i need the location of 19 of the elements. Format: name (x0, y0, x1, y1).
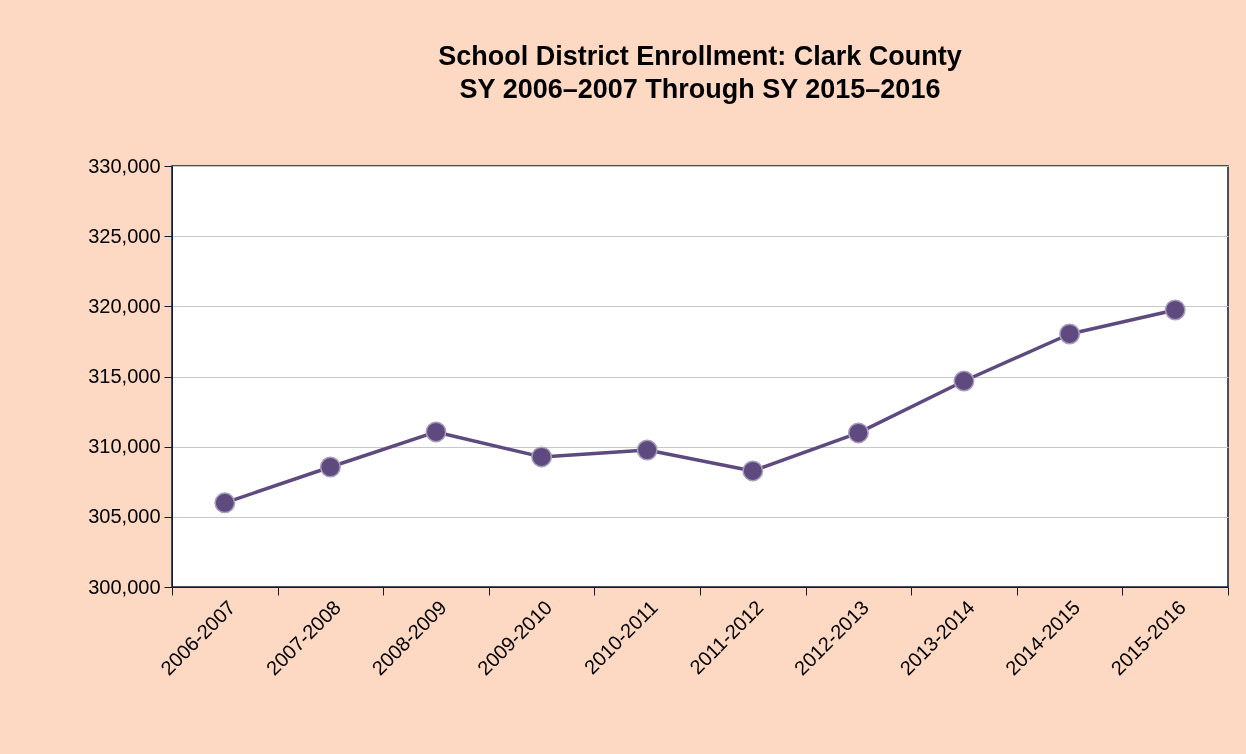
point (742, 460, 764, 482)
point (1164, 299, 1186, 321)
chart-subtitle: SY 2006–2007 Through SY 2015–2016 (459, 74, 941, 104)
point (319, 456, 341, 478)
point (636, 439, 658, 461)
point (531, 446, 553, 468)
point (953, 370, 975, 392)
point (847, 422, 869, 444)
y-tick-label: 305,000 (88, 505, 161, 528)
point (1059, 323, 1081, 345)
y-tick-label: 310,000 (88, 435, 161, 458)
y-tick-label: 300,000 (88, 575, 161, 598)
y-tick-label: 315,000 (88, 365, 161, 387)
y-tick-label: 320,000 (88, 294, 161, 317)
y-tick-label: 325,000 (88, 224, 161, 247)
point (214, 492, 236, 514)
point (425, 421, 447, 443)
y-tick-label: 330,000 (88, 154, 161, 177)
chart-title: School District Enrollment: Clark County (438, 41, 962, 71)
